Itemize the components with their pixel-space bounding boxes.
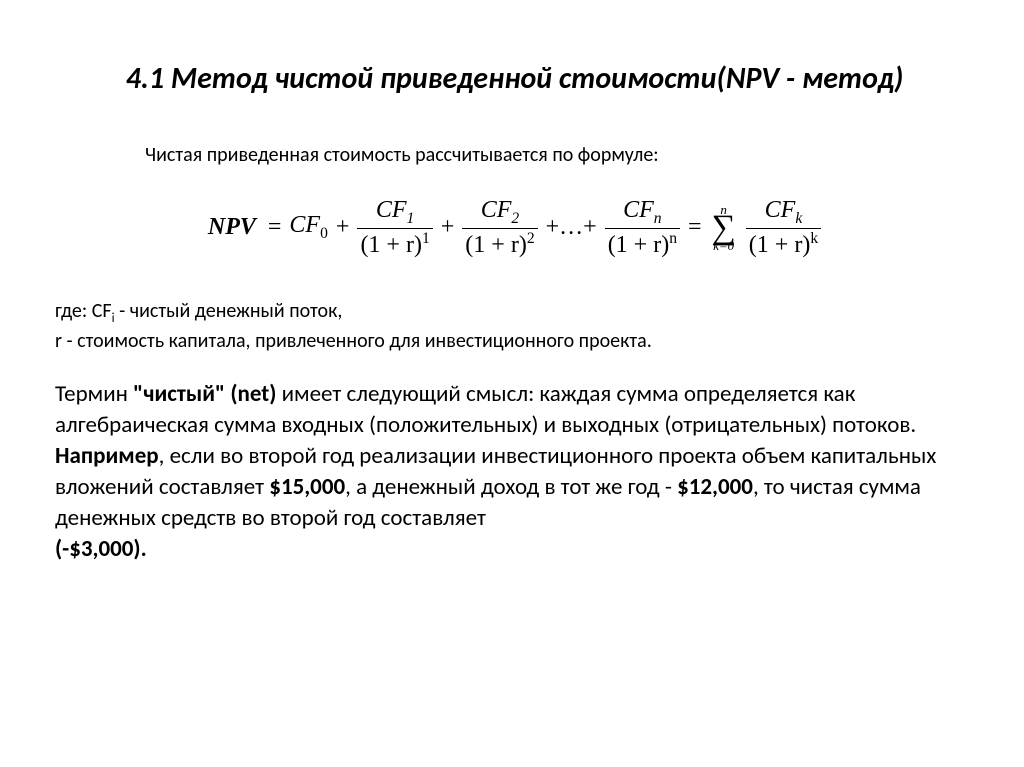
npv-formula: NPV = CF0 + CF1 (1 + r)1 + CF2 (1 + r)2 …: [55, 197, 974, 258]
bold-12000: $12,000: [677, 473, 753, 501]
slide-page: 4.1 Метод чистой приведенной стоимости(N…: [0, 0, 1024, 767]
sum-symbol: n ∑ k=0: [712, 203, 736, 252]
cf0-term: CF0: [289, 212, 327, 243]
where-block: где: CFi - чистый денежный поток, r - ст…: [55, 298, 974, 355]
eq-sign: =: [268, 214, 282, 241]
intro-text: Чистая приведенная стоимость рассчитывае…: [145, 143, 974, 167]
bold-result: (-$3,000).: [55, 535, 147, 563]
formula-lhs: NPV: [208, 214, 256, 241]
term-2: CF2 (1 + r)2: [462, 197, 537, 258]
plus-2: +: [441, 214, 455, 241]
bold-example: Например: [55, 442, 159, 470]
term-1: CF1 (1 + r)1: [357, 197, 432, 258]
dots: +…+: [546, 214, 597, 241]
bold-net: "чистый" (net): [133, 380, 276, 408]
where-line2: r - стоимость капитала, привлеченного дл…: [55, 329, 652, 353]
bold-15000: $15,000: [269, 473, 345, 501]
plus-1: +: [336, 214, 350, 241]
eq-sign-2: =: [688, 214, 702, 241]
body-text: Термин "чистый" (net) имеет следующий см…: [55, 379, 974, 565]
slide-title: 4.1 Метод чистой приведенной стоимости(N…: [55, 60, 974, 97]
sum-term: CFk (1 + r)k: [746, 197, 821, 258]
where-line1: где: CFi - чистый денежный поток,: [55, 299, 342, 323]
term-n: CFn (1 + r)n: [605, 197, 680, 258]
